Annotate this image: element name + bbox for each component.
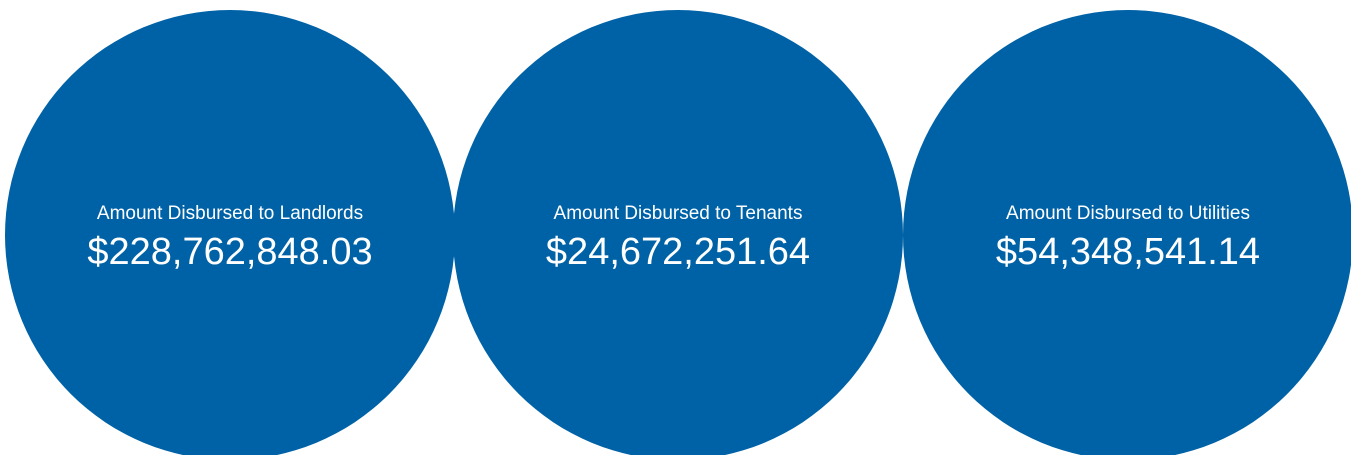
kpi-circle — [5, 10, 455, 455]
kpi-circle — [903, 10, 1351, 455]
kpi-label: Amount Disbursed to Utilities — [1006, 203, 1250, 224]
kpi-value: $228,762,848.03 — [87, 231, 372, 273]
kpi-label: Amount Disbursed to Landlords — [97, 203, 363, 224]
kpi-card: Amount Disbursed to Utilities $54,348,541… — [903, 10, 1351, 455]
kpi-label: Amount Disbursed to Tenants — [554, 203, 803, 224]
kpi-value: $54,348,541.14 — [996, 231, 1260, 273]
kpi-card: Amount Disbursed to Tenants $24,672,251.6… — [453, 10, 903, 455]
kpi-value: $24,672,251.64 — [546, 231, 810, 273]
kpi-card: Amount Disbursed to Landlords $228,762,84… — [5, 10, 455, 455]
kpi-circle — [453, 10, 903, 455]
